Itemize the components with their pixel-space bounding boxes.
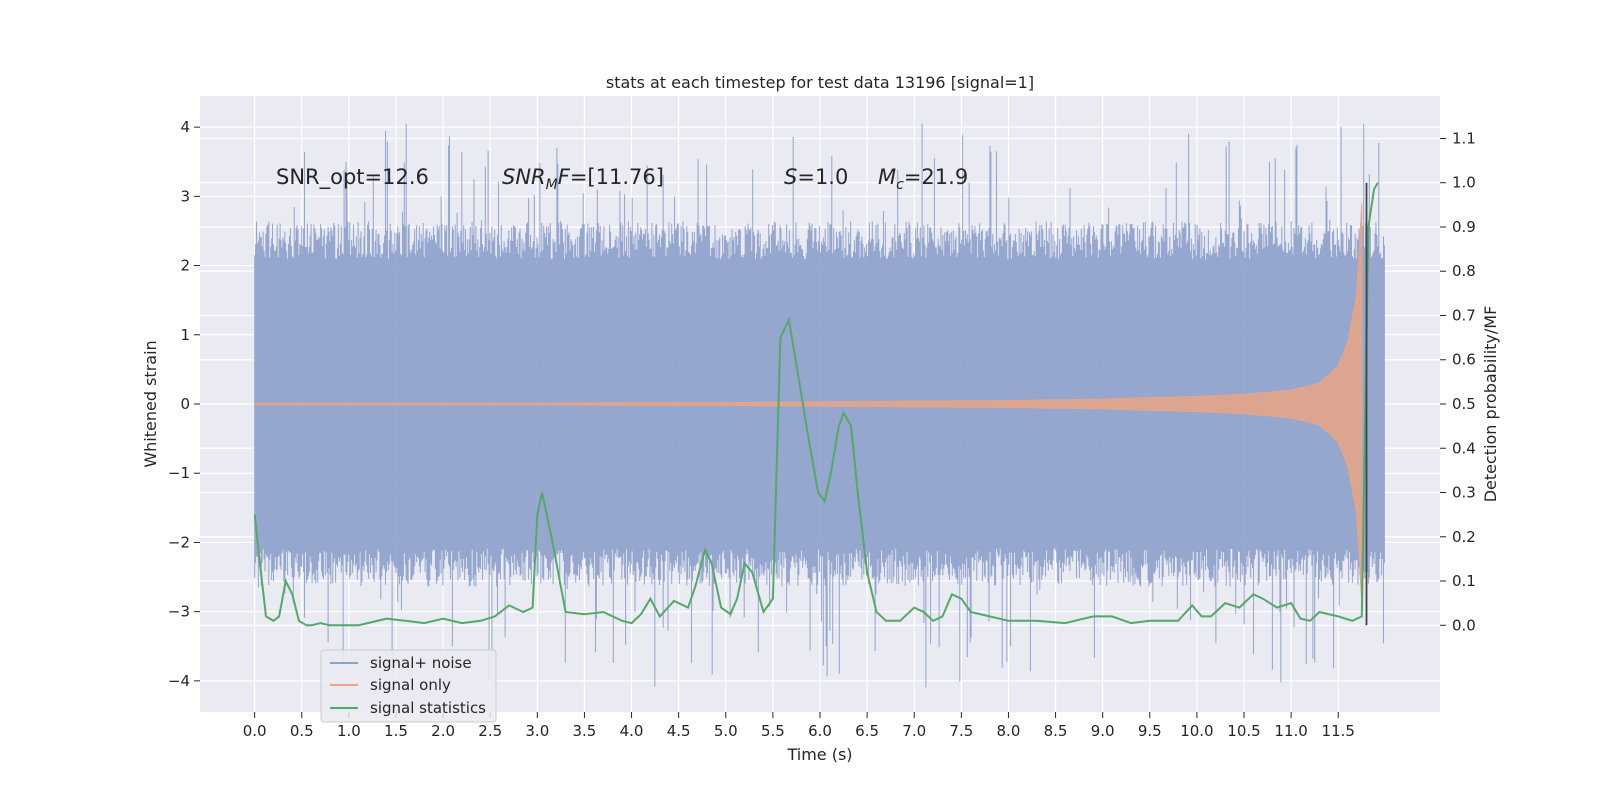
snr-mf-symbol-2: F (558, 165, 571, 189)
legend-label-signal-noise: signal+ noise (370, 654, 472, 672)
x-tick-label: 10.0 (1180, 722, 1213, 740)
legend-label-signal-only: signal only (370, 676, 451, 694)
legend: signal+ noise signal only signal statist… (320, 649, 497, 723)
annotation-s: S=1.0 (784, 165, 848, 189)
x-tick-label: 3.5 (573, 722, 597, 740)
x-tick-label: 0.5 (290, 722, 314, 740)
y-tick-label-left: −3 (168, 603, 190, 621)
y-axis-label-left: Whitened strain (141, 340, 160, 467)
y-tick-label-right: 0.7 (1452, 306, 1476, 324)
x-tick-label: 4.5 (667, 722, 691, 740)
legend-box (320, 649, 497, 723)
x-tick-label: 8.5 (1044, 722, 1068, 740)
x-tick-label: 11.5 (1322, 722, 1355, 740)
x-tick-label: 6.0 (808, 722, 832, 740)
snr-mf-subscript: M (546, 177, 558, 193)
y-tick-label-right: 0.0 (1452, 616, 1476, 634)
x-tick-label: 5.5 (761, 722, 785, 740)
y-tick-label-left: 0 (180, 395, 190, 413)
y-tick-label-right: 0.1 (1452, 572, 1476, 590)
y-ticks-left: 4 3 2 1 0 −1 −2 −3 −4 (168, 118, 200, 690)
x-tick-label: 9.5 (1138, 722, 1162, 740)
x-tick-label: 7.0 (902, 722, 926, 740)
y-tick-label-left: −2 (168, 533, 190, 551)
x-tick-label: 6.5 (855, 722, 879, 740)
x-tick-label: 1.0 (337, 722, 361, 740)
x-tick-label: 0.0 (243, 722, 267, 740)
annotation-mc: Mc=21.9 (878, 165, 968, 193)
snr-mf-symbol: SNR (502, 165, 546, 189)
mc-symbol: M (878, 165, 896, 189)
y-tick-label-right: 1.0 (1452, 174, 1476, 192)
x-tick-label: 1.5 (384, 722, 408, 740)
x-tick-label: 7.5 (949, 722, 973, 740)
y-tick-label-right: 0.2 (1452, 528, 1476, 546)
annotation-snr-opt: SNR_opt=12.6 (276, 165, 429, 190)
s-symbol: S (784, 165, 797, 189)
y-tick-label-left: 1 (180, 326, 190, 344)
y-tick-label-left: 3 (180, 187, 190, 205)
y-tick-label-right: 0.9 (1452, 218, 1476, 236)
x-tick-label: 4.0 (620, 722, 644, 740)
x-axis-label: Time (s) (786, 745, 852, 764)
series-signal-statistics (253, 182, 1379, 627)
annotation-snr-mf: SNRMF=[11.76] (502, 165, 664, 193)
y-tick-label-right: 0.3 (1452, 484, 1476, 502)
y-tick-label-left: −4 (168, 672, 190, 690)
y-tick-label-left: 2 (180, 257, 190, 275)
y-tick-label-left: 4 (180, 118, 190, 136)
x-tick-label: 3.0 (525, 722, 549, 740)
y-tick-label-right: 0.4 (1452, 439, 1476, 457)
mc-value: =21.9 (904, 165, 968, 189)
x-tick-label: 2.5 (478, 722, 502, 740)
legend-label-signal-statistics: signal statistics (370, 699, 486, 717)
y-tick-label-right: 0.8 (1452, 262, 1476, 280)
y-ticks-right: 1.1 1.0 0.9 0.8 0.7 0.6 0.5 0.4 0.3 0.2 0.1 0.0 (1440, 129, 1476, 634)
snr-mf-value: =[11.76] (570, 165, 664, 189)
x-tick-label: 11.0 (1274, 722, 1307, 740)
x-tick-label: 8.0 (997, 722, 1021, 740)
y-axis-label-right: Detection probability/MF (1481, 306, 1500, 503)
y-tick-label-left: −1 (168, 464, 190, 482)
signal-statistics-line (253, 182, 1379, 627)
y-tick-label-right: 0.6 (1452, 351, 1476, 369)
x-tick-label: 10.5 (1227, 722, 1260, 740)
x-ticks: 0.0 0.5 1.0 1.5 2.0 2.5 3.0 3.5 4.0 4.5 5.0 5.5 6.0 6… (243, 712, 1355, 740)
x-tick-label: 5.0 (714, 722, 738, 740)
x-tick-label: 9.0 (1091, 722, 1115, 740)
s-value: =1.0 (797, 165, 848, 189)
y-tick-label-right: 0.5 (1452, 395, 1476, 413)
y-tick-label-right: 1.1 (1452, 129, 1476, 147)
chart-title: stats at each timestep for test data 131… (606, 73, 1034, 92)
x-tick-label: 2.0 (431, 722, 455, 740)
mc-subscript: c (896, 177, 904, 193)
